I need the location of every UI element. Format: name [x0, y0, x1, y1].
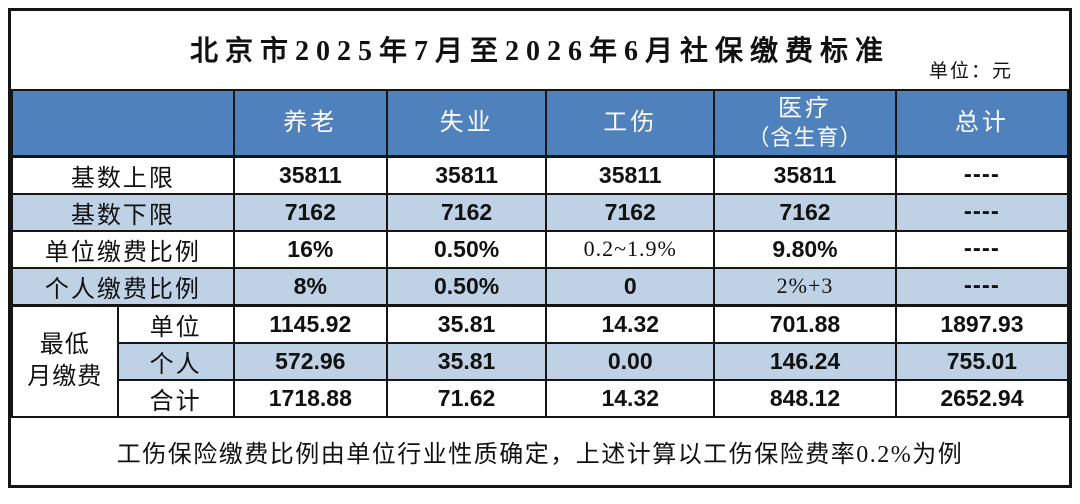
table-cell: 0.2~1.9%: [545, 229, 716, 269]
group-label-cell: 最低 月缴费: [11, 303, 119, 418]
table-cell: 848.12: [713, 378, 897, 418]
header-row: 养老 失业 工伤 医疗 （含生育） 总计: [11, 89, 1069, 158]
table-cell: 2%+3: [713, 266, 897, 306]
footnote-text: 工伤保险缴费比例由单位行业性质确定，上述计算以工伤保险费率0.2%为例: [116, 441, 964, 468]
table-cell: 8%: [232, 266, 388, 306]
table-row-base-upper: 基数上限 35811 35811 35811 35811 ----: [11, 155, 1069, 195]
table-cell: 1718.88: [232, 378, 388, 418]
table-cell: 755.01: [894, 341, 1069, 381]
table-cell: 35811: [713, 155, 897, 195]
table-cell: 16%: [232, 229, 388, 269]
row-label: 个人缴费比例: [11, 266, 235, 306]
table-cell: 701.88: [713, 303, 897, 344]
table-cell: 35.81: [385, 303, 548, 344]
table-cell: 71.62: [385, 378, 548, 418]
table-cell: 0.00: [545, 341, 716, 381]
header-blank-cell: [11, 89, 235, 158]
table-cell: 14.32: [545, 378, 716, 418]
table-cell: 35811: [545, 155, 716, 195]
table-cell: 0: [545, 266, 716, 306]
table-cell: ----: [894, 266, 1069, 306]
table-cell: 14.32: [545, 303, 716, 344]
table-cell: ----: [894, 192, 1069, 232]
column-header-medical-sublabel: （含生育）: [747, 125, 863, 150]
table-cell: 572.96: [232, 341, 388, 381]
column-header-total: 总计: [894, 89, 1069, 158]
title-section: 北京市2025年7月至2026年6月社保缴费标准 单位：元: [11, 11, 1069, 89]
column-header-medical: 医疗 （含生育）: [713, 89, 897, 158]
table-cell: 146.24: [713, 341, 897, 381]
group-label-line1: 最低: [39, 331, 90, 358]
table-row-min-total: 合计 1718.88 71.62 14.32 848.12 2652.94: [12, 378, 1069, 418]
row-sublabel: 个人: [116, 341, 235, 381]
column-header-pension: 养老: [232, 89, 388, 158]
row-label: 基数下限: [11, 192, 235, 232]
table-cell: 0.50%: [385, 229, 548, 269]
table-cell: 0.50%: [385, 266, 548, 306]
table-cell: 2652.94: [894, 378, 1069, 418]
table-row-employer-rate: 单位缴费比例 16% 0.50% 0.2~1.9% 9.80% ----: [11, 229, 1069, 269]
table-row-personal-rate: 个人缴费比例 8% 0.50% 0 2%+3 ----: [11, 266, 1069, 306]
document-frame: 北京市2025年7月至2026年6月社保缴费标准 单位：元 养老 失业 工伤 医…: [8, 8, 1072, 488]
row-sublabel: 合计: [116, 378, 235, 418]
column-header-medical-label: 医疗: [778, 96, 833, 122]
table-row-min-personal: 个人 572.96 35.81 0.00 146.24 755.01: [12, 341, 1069, 381]
table-cell: 7162: [713, 192, 897, 232]
row-sublabel: 单位: [116, 303, 235, 344]
table-cell: 9.80%: [713, 229, 897, 269]
table-cell: 7162: [385, 192, 548, 232]
table-cell: 35811: [232, 155, 388, 195]
page-title: 北京市2025年7月至2026年6月社保缴费标准: [189, 36, 890, 67]
table-row-base-lower: 基数下限 7162 7162 7162 7162 ----: [11, 192, 1069, 232]
social-insurance-fee-table: 养老 失业 工伤 医疗 （含生育） 总计 基数上限 35811 35811 35…: [11, 89, 1069, 418]
row-label: 单位缴费比例: [11, 229, 235, 269]
table-cell: 35811: [385, 155, 548, 195]
table-cell: 7162: [545, 192, 716, 232]
footnote-section: 工伤保险缴费比例由单位行业性质确定，上述计算以工伤保险费率0.2%为例: [11, 418, 1069, 486]
row-label: 基数上限: [11, 155, 235, 195]
table-cell: 1145.92: [232, 303, 388, 344]
table-cell: 1897.93: [894, 303, 1069, 344]
unit-note: 单位：元: [928, 61, 1013, 82]
table-cell: ----: [894, 229, 1069, 269]
table-cell: ----: [894, 155, 1069, 195]
column-header-injury: 工伤: [545, 89, 716, 158]
table-row-min-employer: 最低 月缴费 单位 1145.92 35.81 14.32 701.88 189…: [11, 303, 1069, 418]
table-cell: 7162: [232, 192, 388, 232]
group-label-line2: 月缴费: [27, 364, 103, 390]
table-cell: 35.81: [385, 341, 548, 381]
column-header-unemployment: 失业: [385, 89, 548, 158]
